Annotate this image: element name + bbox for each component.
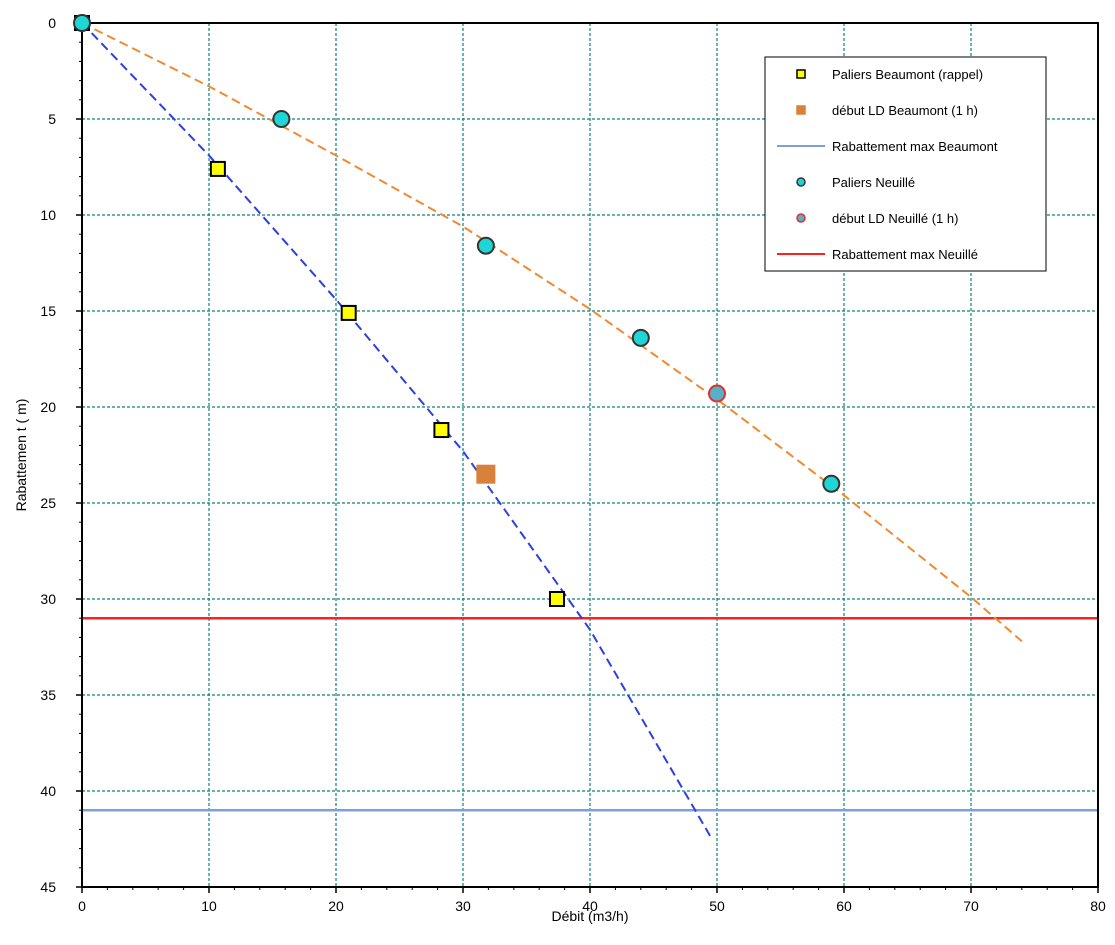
legend-swatch: [796, 213, 806, 223]
legend-label: Paliers Beaumont (rappel): [832, 67, 983, 82]
x-tick-label: 80: [1090, 898, 1106, 914]
x-axis-label: Débit (m3/h): [551, 908, 628, 924]
y-axis-label: Rabattemen t ( m): [13, 399, 29, 512]
data-point: [73, 14, 91, 32]
legend-label: début LD Neuillé (1 h): [832, 211, 958, 226]
data-point: [631, 328, 650, 347]
trendline-2: [81, 22, 1023, 642]
y-tick-label: 25: [40, 495, 56, 511]
y-tick-label: 20: [40, 399, 56, 415]
max-drawdown-lines: [82, 616, 1098, 812]
axis-ticks: 0 10 20 30 40 50 60 70 80 0 5 10 15 20 25 30 35 40 45: [40, 15, 1106, 914]
legend-label: Rabattement max Beaumont: [832, 139, 998, 154]
data-point: [209, 160, 226, 177]
data-point: [708, 384, 726, 403]
legend-label: Paliers Neuillé: [832, 175, 915, 190]
legend-swatch: [796, 69, 806, 79]
legend-swatch: [796, 177, 806, 187]
y-tick-label: 45: [40, 879, 56, 895]
legend-label: Rabattement max Neuillé: [832, 247, 978, 262]
data-point: [476, 236, 495, 255]
x-tick-label: 20: [328, 898, 344, 914]
y-tick-label: 5: [48, 111, 56, 127]
y-tick-label: 35: [40, 687, 56, 703]
x-tick-label: 70: [963, 898, 979, 914]
x-tick-label: 10: [201, 898, 217, 914]
legend: Paliers Beaumont (rappel) début LD Beaumo…: [764, 56, 1047, 272]
y-tick-label: 10: [40, 207, 56, 223]
data-point: [822, 474, 841, 493]
data-point: [548, 591, 565, 607]
trendline-1: [81, 22, 713, 840]
trendlines: [81, 22, 1023, 840]
data-point: [476, 464, 496, 484]
x-tick-label: 40: [582, 898, 598, 914]
legend-box: [764, 56, 1047, 272]
x-tick-label: 60: [836, 898, 852, 914]
legend-swatch: [796, 105, 806, 115]
data-point: [433, 422, 450, 439]
legend-label: début LD Beaumont (1 h): [832, 103, 978, 118]
y-tick-label: 40: [40, 783, 56, 799]
y-tick-label: 0: [48, 15, 56, 31]
x-tick-label: 50: [709, 898, 725, 914]
data-point: [340, 304, 357, 321]
y-tick-label: 15: [40, 303, 56, 319]
x-tick-label: 0: [78, 898, 86, 914]
data-point: [272, 110, 291, 128]
x-tick-label: 30: [455, 898, 471, 914]
y-tick-label: 30: [40, 591, 56, 607]
data-markers: [73, 14, 841, 607]
